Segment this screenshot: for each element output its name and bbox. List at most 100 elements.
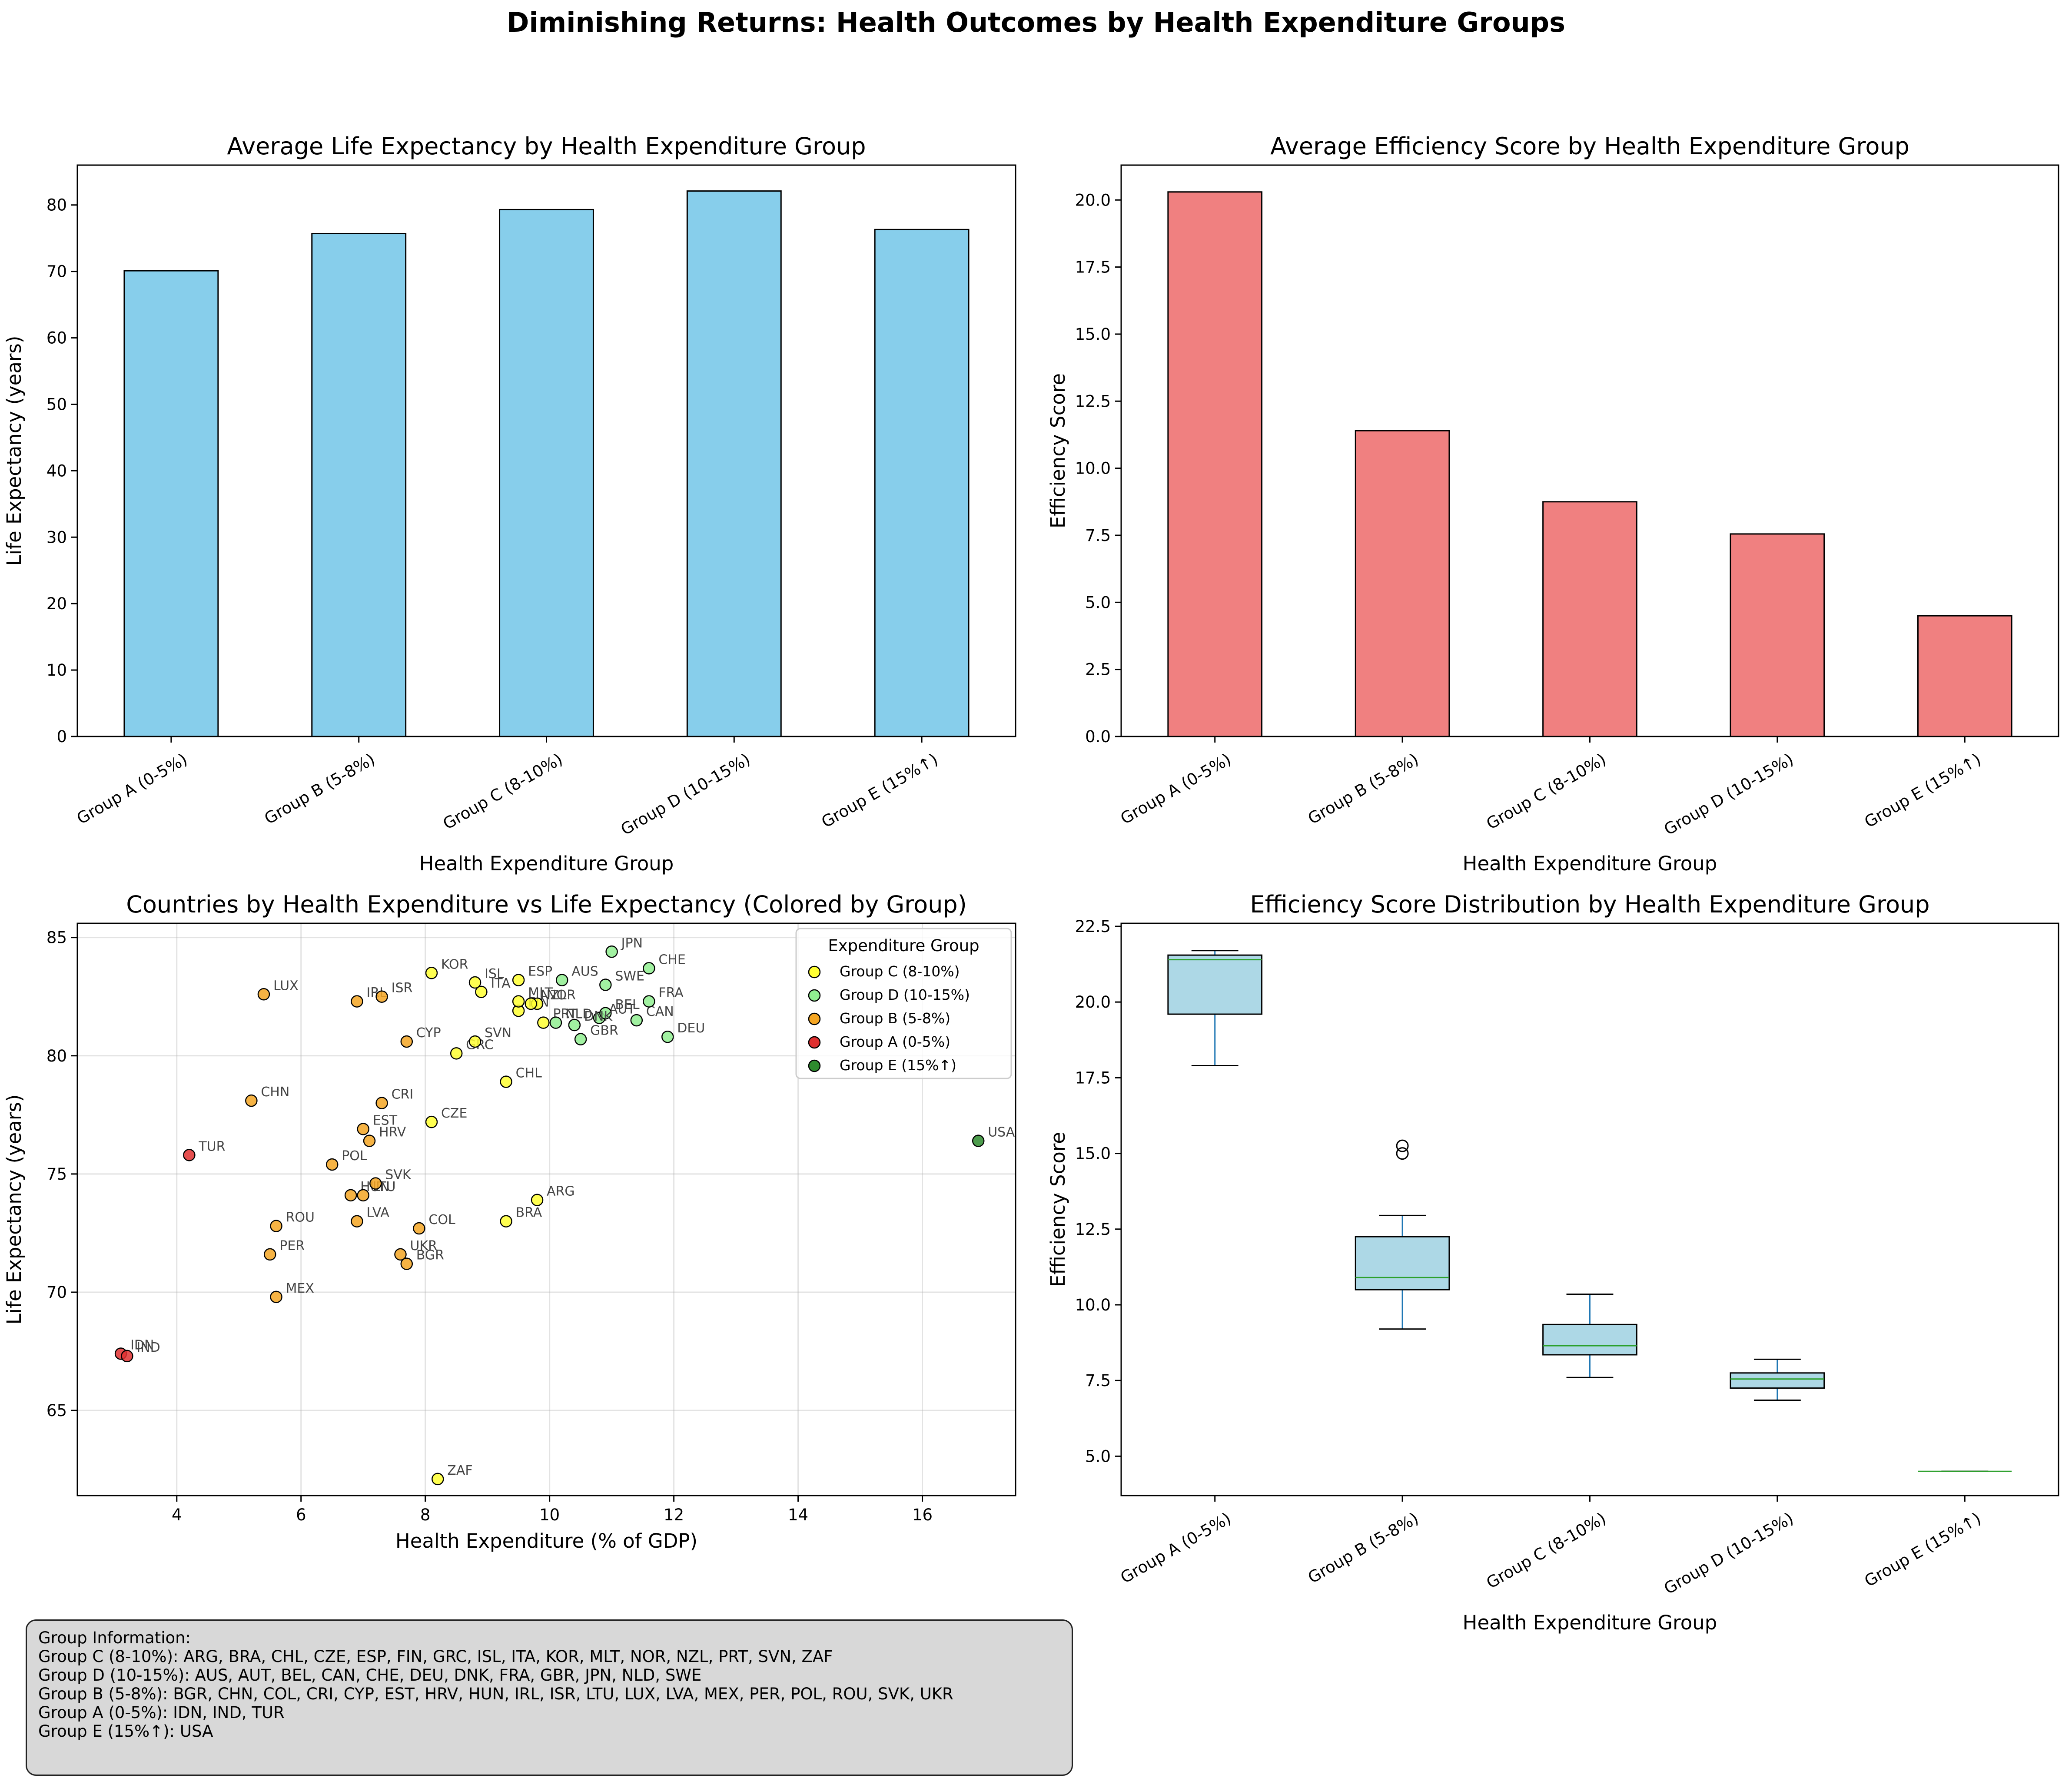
point-label: SVN: [485, 1025, 511, 1041]
scatter-point: [357, 1123, 369, 1135]
scatter-point: [183, 1149, 196, 1161]
scatter-point: [512, 974, 525, 986]
axes-frame: [1120, 164, 2059, 737]
scatter-point: [263, 1248, 276, 1261]
y-tick-label: 15.0: [1075, 1144, 1111, 1163]
x-axis-label: Health Expenditure Group: [1463, 852, 1717, 875]
legend-marker: [808, 1012, 821, 1025]
axes-frame: [76, 922, 1016, 1496]
x-tick-label: Group D (10-15%): [1661, 750, 1797, 839]
y-tick-label: 12.5: [1075, 392, 1111, 411]
flier: [1396, 1139, 1409, 1152]
axes-title: Efficiency Score Distribution by Health …: [1250, 891, 1929, 918]
point-label: GBR: [590, 1023, 618, 1038]
scatter-point: [500, 1215, 512, 1227]
point-label: LUX: [273, 978, 299, 993]
point-label: ISL: [485, 966, 504, 982]
scatter-point: [121, 1350, 133, 1363]
bar: [1355, 430, 1450, 737]
point-label: AUT: [609, 1002, 635, 1017]
info-line: Group E (15%↑): USA: [38, 1722, 213, 1741]
scatter-point: [555, 974, 568, 986]
y-tick-label: 2.5: [1085, 660, 1111, 679]
y-tick-label: 80: [46, 196, 67, 215]
x-tick-label: Group D (10-15%): [1661, 1509, 1797, 1598]
point-label: CHN: [261, 1085, 289, 1100]
y-tick-label: 70: [46, 1283, 67, 1302]
y-tick-label: 5.0: [1085, 1447, 1111, 1466]
scatter-point: [630, 1014, 643, 1027]
point-label: NLD: [565, 1007, 592, 1022]
scatter-point: [363, 1134, 376, 1147]
y-tick-label: 60: [46, 329, 67, 348]
scatter-point: [413, 1222, 425, 1235]
y-tick-label: 40: [46, 461, 67, 480]
scatter-point: [270, 1290, 282, 1304]
x-axis-label: Health Expenditure Group: [419, 852, 674, 875]
x-tick-label: 8: [420, 1506, 431, 1524]
y-tick-label: 80: [46, 1047, 67, 1065]
scatter-point: [432, 1473, 444, 1486]
point-label: IND: [136, 1340, 160, 1355]
point-label: CRI: [392, 1087, 414, 1102]
legend-box: [795, 928, 1012, 1079]
y-tick-label: 70: [46, 262, 67, 281]
bar-chart-panel: 0 10 20 30 40 50 60 70 80 Group A (0-5%) Group B (…: [3, 133, 1016, 875]
legend-label: Group A (0-5%): [840, 1033, 950, 1050]
info-line: Group D (10-15%): AUS, AUT, BEL, CAN, CH…: [38, 1666, 702, 1685]
point-label: KOR: [441, 957, 468, 972]
axes-frame: [76, 164, 1016, 737]
legend-marker: [808, 1036, 821, 1049]
bar: [874, 229, 970, 737]
point-label: BGR: [416, 1248, 444, 1263]
axes-title: Average Life Expectancy by Health Expend…: [227, 133, 866, 160]
legend-marker: [808, 989, 821, 1002]
x-tick-label: 14: [788, 1506, 808, 1524]
scatter-point: [357, 1189, 369, 1202]
info-line: Group B (5-8%): BGR, CHN, COL, CRI, CYP,…: [38, 1685, 953, 1703]
x-tick-label: 10: [539, 1506, 560, 1524]
bar: [499, 209, 594, 737]
point-label: EST: [373, 1113, 398, 1128]
x-tick-label: 4: [172, 1506, 182, 1524]
y-tick-label: 50: [46, 395, 67, 414]
scatter-point: [531, 1194, 544, 1206]
legend-marker: [808, 1059, 821, 1072]
scatter-point: [468, 1035, 481, 1048]
x-tick-label: Group C (8-10%): [1483, 750, 1609, 833]
scatter-point: [972, 1134, 985, 1147]
x-tick-label: Group E (15%↑): [1861, 1509, 1984, 1591]
point-label: HRV: [379, 1125, 406, 1140]
y-tick-label: 5.0: [1085, 593, 1111, 612]
y-axis-label: Efficiency Score: [1046, 1132, 1069, 1287]
legend-label: Group E (15%↑): [840, 1057, 956, 1074]
point-label: NZL: [541, 988, 567, 1003]
y-tick-label: 7.5: [1085, 1371, 1111, 1390]
scatter-point: [661, 1030, 674, 1043]
y-tick-label: 0: [56, 727, 67, 746]
point-label: BRA: [516, 1205, 542, 1221]
point-label: CHE: [658, 952, 685, 967]
x-tick-label: Group A (0-5%): [1117, 750, 1234, 828]
y-axis-label: Efficiency Score: [1046, 373, 1069, 528]
y-tick-label: 30: [46, 528, 67, 547]
y-tick-label: 10.0: [1075, 1296, 1111, 1314]
axes-frame: [1120, 922, 2059, 1496]
scatter-point: [394, 1248, 407, 1261]
y-axis-label: Life Expectancy (years): [3, 1095, 26, 1325]
scatter-point: [643, 962, 655, 975]
scatter-point: [425, 967, 438, 979]
scatter-point: [270, 1220, 282, 1232]
scatter-point: [344, 1189, 357, 1202]
bar: [1730, 533, 1825, 737]
scatter-point: [500, 1075, 512, 1088]
y-tick-label: 20.0: [1075, 191, 1111, 209]
scatter-point: [369, 1177, 382, 1190]
scatter-panel: 657075808546810121416ARGBRACHLCZEESPFING…: [3, 891, 1016, 1552]
box: [1542, 1324, 1637, 1356]
y-tick-label: 20.0: [1075, 993, 1111, 1012]
scatter-point: [599, 1007, 612, 1020]
scatter-point: [643, 995, 655, 1008]
flier: [1396, 1147, 1409, 1160]
point-label: JPN: [621, 935, 643, 951]
